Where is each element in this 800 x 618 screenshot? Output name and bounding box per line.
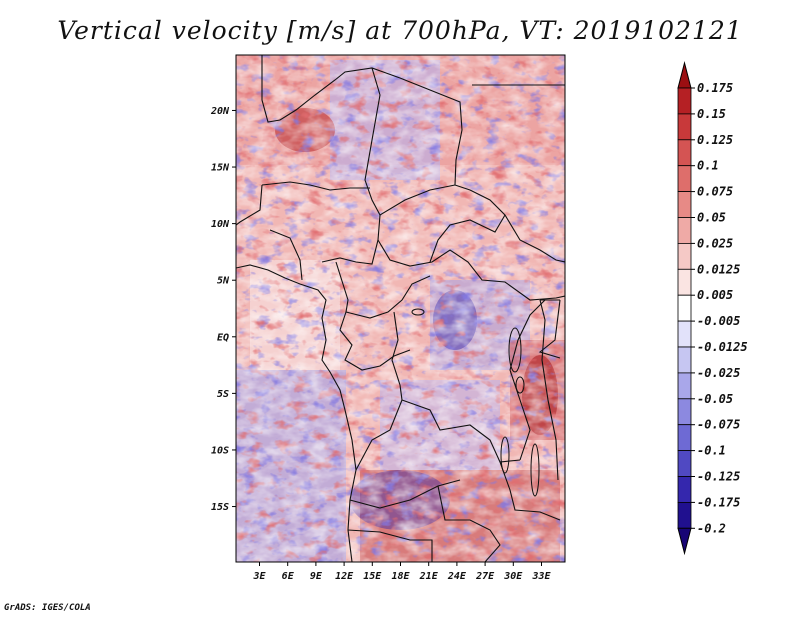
page-title: Vertical velocity [m/s] at 700hPa, VT: 2…	[57, 16, 743, 45]
colorbar-label: -0.005	[697, 314, 740, 328]
colorbar-label: 0.125	[697, 133, 733, 147]
colorbar-swatch	[677, 139, 692, 167]
colorbar-top-arrow	[677, 61, 692, 89]
lon-tick-label: 24E	[447, 571, 467, 582]
colorbar-swatch	[677, 346, 692, 374]
lon-tick-label: 30E	[503, 571, 523, 582]
lon-tick-label: 12E	[335, 571, 354, 582]
latitude-axis: 20N 15N 10N 5N EQ 5S 10S 15S	[210, 106, 236, 513]
lon-tick-label: 27E	[475, 571, 495, 582]
colorbar-swatch	[677, 450, 692, 477]
colorbar-swatch	[677, 242, 692, 270]
colorbar-label: -0.05	[697, 392, 733, 406]
lat-tick-label: 10S	[211, 445, 229, 456]
colorbar-label: -0.125	[697, 470, 740, 484]
colorbar-label: 0.175	[697, 81, 733, 95]
colorbar-label: 0.05	[697, 211, 726, 225]
colorbar-label: -0.175	[697, 495, 740, 509]
colorbar-swatch	[677, 165, 692, 192]
lat-tick-label: 15S	[211, 502, 229, 513]
lon-tick-label: 18E	[391, 571, 410, 582]
colorbar-label: -0.075	[697, 418, 740, 432]
colorbar-label: -0.1	[697, 444, 726, 458]
colorbar-swatch	[677, 87, 692, 115]
velocity-field	[236, 55, 565, 562]
colorbar-swatch	[677, 191, 692, 218]
lat-tick-label: 5S	[217, 389, 229, 400]
colorbar-swatch	[677, 476, 692, 503]
colorbar-swatch	[677, 501, 692, 529]
lat-tick-label: 15N	[211, 163, 230, 174]
colorbar: 0.175 0.15 0.125 0.1 0.075 0.05 0.025 0.0125 0.0…	[677, 61, 748, 556]
country-borders	[236, 55, 565, 562]
longitude-axis: 3E 6E 9E 12E 15E 18E 21E 24E 27E 30E 33E	[252, 562, 552, 582]
colorbar-swatch	[677, 113, 692, 141]
lon-tick-label: 21E	[419, 571, 439, 582]
lat-tick-label: 5N	[217, 276, 230, 287]
lat-tick-label: 10N	[211, 219, 230, 230]
colorbar-label: 0.025	[697, 236, 733, 250]
colorbar-swatch	[677, 294, 692, 322]
colorbar-swatch	[677, 372, 692, 400]
lon-tick-label: 3E	[252, 571, 266, 582]
colorbar-label: 0.15	[697, 107, 726, 121]
colorbar-swatch	[677, 268, 692, 296]
lat-tick-label: EQ	[217, 332, 229, 343]
colorbar-label: -0.0125	[697, 340, 748, 354]
colorbar-swatch	[677, 217, 692, 244]
lon-tick-label: 6E	[282, 571, 295, 582]
grads-credit: GrADS: IGES/COLA	[4, 603, 91, 613]
colorbar-swatch	[677, 320, 692, 348]
colorbar-label: -0.025	[697, 366, 740, 380]
colorbar-label: 0.1	[697, 159, 719, 173]
lat-tick-label: 20N	[210, 106, 230, 117]
colorbar-label: 0.075	[697, 185, 733, 199]
colorbar-label: 0.0125	[697, 262, 740, 276]
colorbar-swatch	[677, 398, 692, 426]
lon-tick-label: 33E	[531, 571, 551, 582]
lon-tick-label: 9E	[310, 571, 323, 582]
lon-tick-label: 15E	[363, 571, 382, 582]
colorbar-bottom-arrow	[677, 527, 692, 556]
colorbar-swatch	[677, 424, 692, 452]
colorbar-label: 0.005	[697, 288, 733, 302]
lakes	[411, 308, 540, 497]
colorbar-label: -0.2	[697, 521, 726, 535]
